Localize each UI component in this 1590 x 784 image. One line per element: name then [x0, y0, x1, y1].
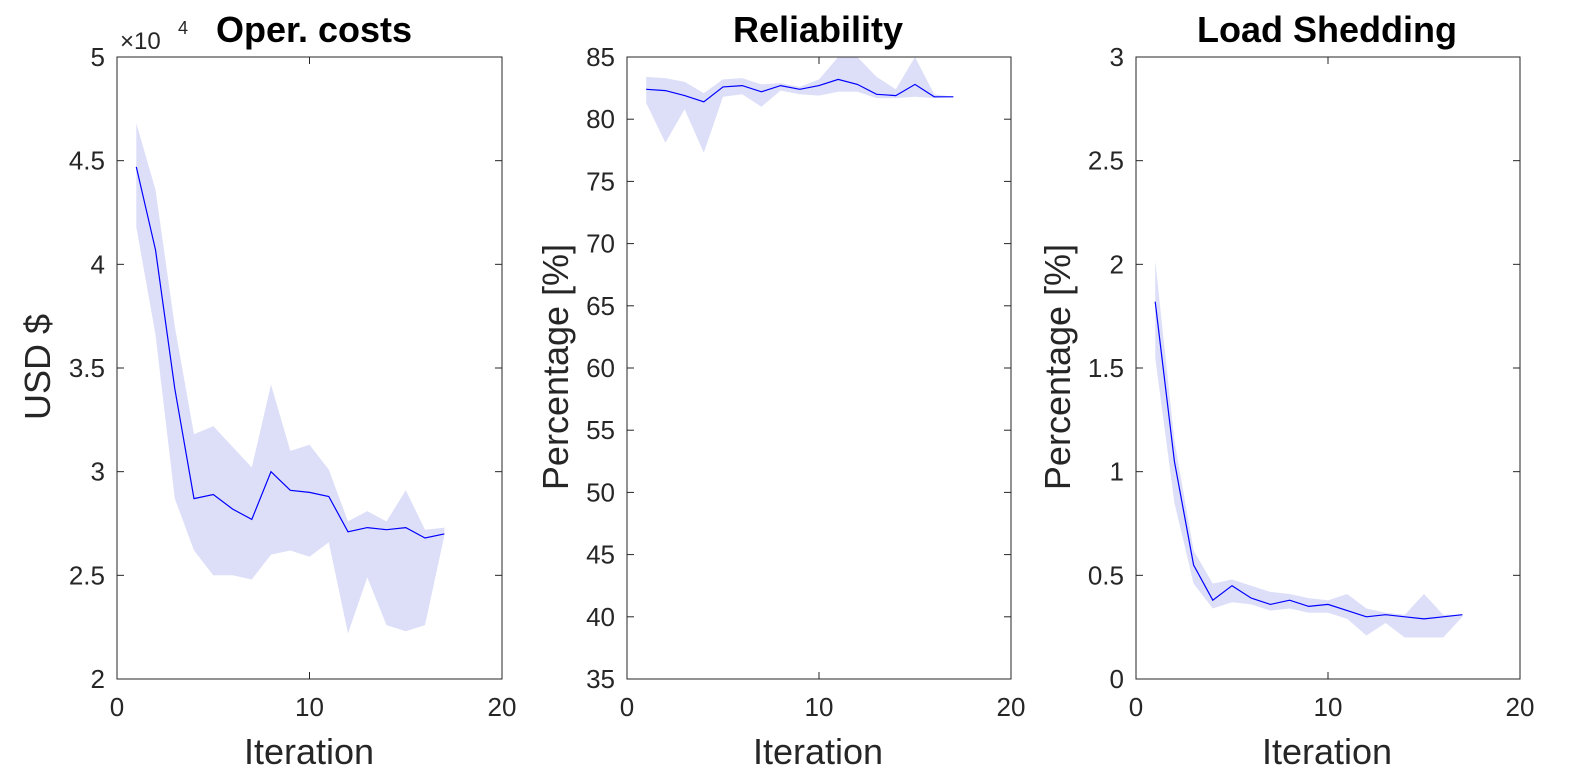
- y-tick-label: 1.5: [1088, 353, 1124, 383]
- y-tick-label: 2.5: [69, 560, 105, 590]
- y-tick-label: 3: [91, 457, 105, 487]
- mean-line: [1154, 301, 1463, 620]
- y-tick-label: 4: [91, 249, 105, 279]
- y-tick-label: 5: [91, 42, 105, 72]
- chart-title: Load Shedding: [1197, 9, 1457, 50]
- y-tick-label: 50: [586, 477, 615, 507]
- panel-oper-costs: 0 10 20 2 2.5 3 3.5 4 4.5 5 Oper. costs ×10 4 USD…: [17, 9, 516, 772]
- y-tick-label: 2: [1110, 249, 1124, 279]
- confidence-band: [646, 57, 954, 153]
- y-multiplier-exponent: 4: [178, 18, 188, 38]
- y-tick-label: 0.5: [1088, 560, 1124, 590]
- x-axis-label: Iteration: [753, 731, 883, 772]
- plot-area: [627, 57, 1011, 679]
- confidence-band: [136, 123, 445, 634]
- y-tick-label: 45: [586, 540, 615, 570]
- y-tick-label: 65: [586, 291, 615, 321]
- x-tick-label: 20: [488, 692, 517, 722]
- y-tick-label: 0: [1110, 664, 1124, 694]
- y-tick-label: 70: [586, 229, 615, 259]
- y-tick-label: 40: [586, 602, 615, 632]
- y-axis-label: Percentage [%]: [1037, 244, 1078, 490]
- x-axis-label: Iteration: [244, 731, 374, 772]
- x-axis-label: Iteration: [1262, 731, 1392, 772]
- y-axis-label: Percentage [%]: [535, 244, 576, 490]
- y-tick-label: 2.5: [1088, 146, 1124, 176]
- y-tick-label: 1: [1110, 457, 1124, 487]
- x-tick-label: 10: [295, 692, 324, 722]
- mean-line: [135, 166, 445, 539]
- y-tick-label: 55: [586, 415, 615, 445]
- x-tick-label: 20: [997, 692, 1026, 722]
- plot-area: [1136, 57, 1520, 679]
- mean-line: [646, 78, 954, 103]
- y-tick-label: 80: [586, 104, 615, 134]
- x-tick-label: 0: [620, 692, 634, 722]
- x-tick-label: 0: [110, 692, 124, 722]
- x-tick-label: 10: [1314, 692, 1343, 722]
- y-tick-label: 4.5: [69, 146, 105, 176]
- y-tick-label: 3.5: [69, 353, 105, 383]
- x-tick-label: 0: [1129, 692, 1143, 722]
- chart-title: Oper. costs: [216, 9, 412, 50]
- y-tick-label: 60: [586, 353, 615, 383]
- y-multiplier-base: ×10: [120, 28, 161, 55]
- y-tick-label: 3: [1110, 42, 1124, 72]
- chart-title: Reliability: [733, 9, 903, 50]
- x-tick-label: 10: [805, 692, 834, 722]
- y-tick-label: 75: [586, 166, 615, 196]
- y-tick-label: 2: [91, 664, 105, 694]
- y-tick-label: 35: [586, 664, 615, 694]
- x-tick-label: 20: [1506, 692, 1535, 722]
- panel-load-shedding: 0 10 20 0 0.5 1 1.5 2 2.5 3 Load Shedding Percent…: [1037, 9, 1534, 772]
- y-tick-label: 85: [586, 42, 615, 72]
- y-axis-label: USD $: [17, 314, 58, 420]
